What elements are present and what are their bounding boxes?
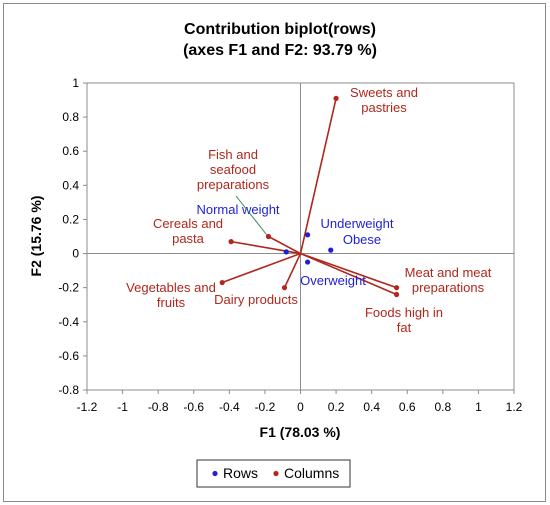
point-normal-weight — [283, 249, 289, 255]
y-tick-label: 0.2 — [62, 212, 79, 226]
point-underweight — [305, 232, 311, 238]
point-sweets-and-pastries — [333, 95, 339, 101]
x-tick-label: 0.6 — [399, 400, 416, 414]
label-underweight: Underweight — [321, 216, 394, 231]
label-obese: Obese — [343, 232, 381, 247]
point-obese — [328, 247, 334, 253]
x-tick-label: -1 — [117, 400, 128, 414]
legend: Rows Columns — [196, 459, 351, 488]
vector-fish-and-seafood-preparations — [268, 235, 301, 255]
vector-vegetables-and-fruits — [221, 252, 301, 284]
x-tick-label: -1.2 — [77, 400, 98, 414]
label-overweight: Overweight — [300, 273, 366, 288]
point-cereals-and-pasta — [228, 239, 234, 245]
y-axis-label: F2 (15.76 %) — [28, 196, 44, 277]
x-axis-label: F1 (78.03 %) — [260, 424, 341, 440]
label-dairy-products: Dairy products — [214, 292, 298, 307]
x-tick-label: 0.8 — [434, 400, 451, 414]
label-foods-high-in-fat: Foods high in fat — [365, 305, 443, 335]
chart-title: Contribution biplot(rows) — [184, 21, 376, 38]
vector-meat-and-meat-preparations — [300, 252, 397, 289]
point-dairy-products — [281, 285, 288, 291]
vector-dairy-products — [283, 253, 302, 289]
y-tick-label: 0.6 — [62, 144, 79, 158]
x-tick-label: 0.2 — [328, 400, 345, 414]
x-tick-label: -0.8 — [148, 400, 169, 414]
x-tick-label: 1.2 — [506, 400, 523, 414]
legend-marker-rows — [212, 470, 218, 477]
y-tick-label: -0.8 — [58, 383, 79, 397]
x-tick-label: 0 — [297, 400, 304, 414]
legend-marker-columns — [273, 470, 279, 477]
legend-label-rows: Rows — [223, 465, 258, 481]
vector-foods-high-in-fat — [300, 252, 397, 296]
y-tick-label: -0.2 — [58, 281, 79, 295]
y-tick-label: -0.6 — [58, 349, 79, 363]
x-tick-label: -0.6 — [183, 400, 204, 414]
point-overweight — [305, 259, 311, 265]
label-fish-and-seafood-preparations: Fish and seafood preparations — [197, 147, 270, 192]
legend-label-columns: Columns — [284, 465, 339, 481]
label-cereals-and-pasta: Cereals and pasta — [153, 216, 223, 246]
chart-frame — [3, 3, 546, 502]
y-tick-label: 0.8 — [62, 110, 79, 124]
y-tick-label: 0.4 — [62, 178, 79, 192]
point-meat-and-meat-preparations — [393, 285, 400, 291]
label-normal-weight: Normal weight — [196, 202, 279, 217]
x-tick-label: -0.4 — [219, 400, 240, 414]
y-tick-label: -0.4 — [58, 315, 79, 329]
x-tick-label: 1 — [475, 400, 482, 414]
point-foods-high-in-fat — [393, 291, 400, 298]
y-tick-label: 1 — [72, 76, 79, 90]
point-fish-and-seafood-preparations — [265, 233, 272, 240]
label-sweets-and-pastries: Sweets and pastries — [350, 85, 418, 115]
vector-cereals-and-pasta — [230, 240, 301, 255]
label-meat-and-meat-preparations: Meat and meat preparations — [405, 265, 492, 295]
point-vegetables-and-fruits — [219, 279, 225, 286]
vector-sweets-and-pastries — [299, 98, 337, 254]
x-tick-label: 0.4 — [363, 400, 380, 414]
x-tick-label: -0.2 — [255, 400, 276, 414]
chart-subtitle: (axes F1 and F2: 93.79 %) — [183, 42, 377, 59]
leader-line-fish — [235, 195, 267, 235]
y-tick-label: 0 — [72, 247, 79, 261]
label-vegetables-and-fruits: Vegetables and fruits — [126, 280, 216, 310]
